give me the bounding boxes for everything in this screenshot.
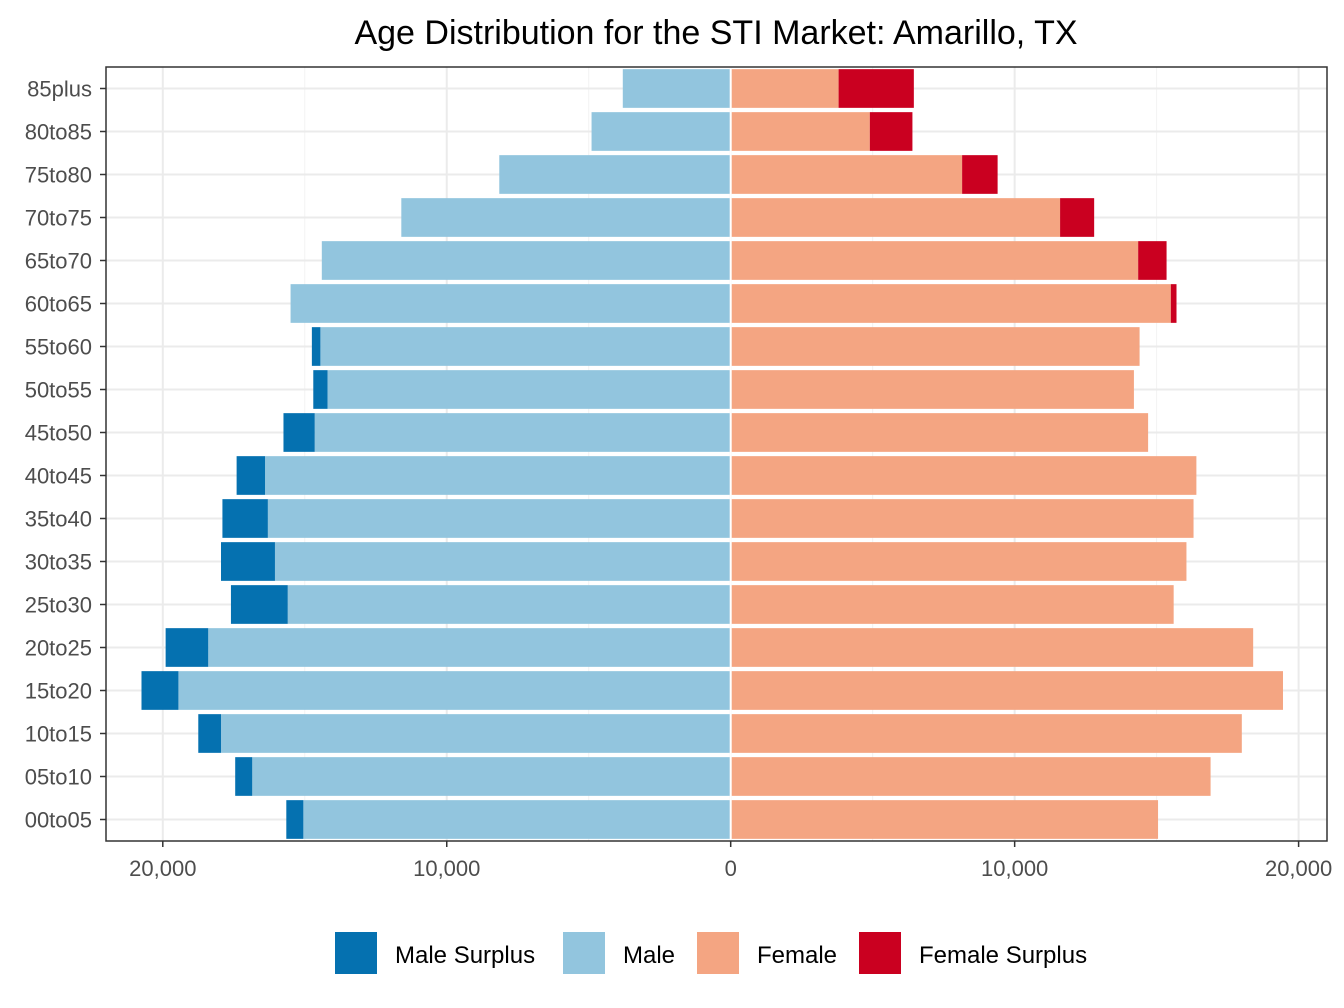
bar-female-15to20 [730,671,1283,710]
bar-male-60to65 [290,284,731,323]
bar-male-25to30 [287,585,731,624]
bar-female-surplus-65to70 [1138,241,1167,280]
bar-male-65to70 [321,241,731,280]
bar-male-45to50 [314,413,731,452]
y-tick-label: 20to25 [25,636,92,661]
y-tick-label: 10to15 [25,722,92,747]
plot-panel-border [105,66,1328,842]
bar-male-20to25 [208,628,731,667]
bar-female-85plus [730,69,839,108]
bar-female-surplus-60to65 [1170,284,1177,323]
bar-male-05to10 [252,757,731,796]
y-tick-label: 35to40 [25,507,92,532]
bar-male-75to80 [499,155,731,194]
bar-male-surplus-15to20 [141,671,179,710]
bar-male-10to15 [221,714,731,753]
bar-male-70to75 [401,198,731,237]
bar-female-45to50 [730,413,1149,452]
bar-female-surplus-85plus [838,69,914,108]
bar-female-60to65 [730,284,1171,323]
bar-female-00to05 [730,800,1159,839]
bar-female-05to10 [730,757,1211,796]
y-tick-label: 75to80 [25,163,92,188]
x-tick-label: 0 [725,856,737,881]
bar-female-55to60 [730,327,1140,366]
y-tick-label: 40to45 [25,464,92,489]
bar-female-50to55 [730,370,1134,409]
x-tick-label: 10,000 [981,856,1048,881]
bar-female-80to85 [730,112,870,151]
y-tick-label: 80to85 [25,120,92,145]
bar-male-surplus-20to25 [165,628,209,667]
bar-male-surplus-05to10 [235,757,253,796]
y-tick-label: 60to65 [25,292,92,317]
y-tick-label: 00to05 [25,808,92,833]
x-tick-label: 20,000 [1265,856,1332,881]
bar-male-surplus-30to35 [221,542,275,581]
y-tick-label: 15to20 [25,679,92,704]
bar-female-40to45 [730,456,1197,495]
bar-male-surplus-55to60 [311,327,321,366]
bar-male-surplus-35to40 [222,499,268,538]
y-tick-label: 45to50 [25,421,92,446]
y-axis: 00to05 05to10 10to15 15to20 20to25 25to30 30to… [25,77,106,833]
legend-key [859,932,901,974]
y-tick-label: 55to60 [25,335,92,360]
bar-male-40to45 [265,456,731,495]
bar-male-50to55 [327,370,731,409]
y-tick-label: 70to75 [25,206,92,231]
legend-label: Male [623,942,675,969]
legend-key [335,932,377,974]
bar-female-65to70 [730,241,1139,280]
bar-female-75to80 [730,155,963,194]
bar-female-70to75 [730,198,1061,237]
bar-female-35to40 [730,499,1194,538]
bar-male-surplus-00to05 [286,800,304,839]
bar-male-surplus-10to15 [198,714,222,753]
legend-label: Female Surplus [919,942,1087,969]
bar-female-25to30 [730,585,1174,624]
y-tick-label: 05to10 [25,765,92,790]
y-tick-label: 25to30 [25,593,92,618]
legend-label: Male Surplus [395,942,535,969]
bar-male-surplus-25to30 [230,585,288,624]
bar-male-80to85 [591,112,731,151]
bars [141,67,1283,841]
y-tick-label: 30to35 [25,550,92,575]
bar-male-85plus [622,69,731,108]
bar-male-55to60 [320,327,731,366]
legend-label: Female [757,942,837,969]
x-tick-label: 20,000 [129,856,196,881]
chart-title: Age Distribution for the STI Market: Ama… [354,14,1077,52]
bar-male-15to20 [178,671,731,710]
bar-male-surplus-50to55 [313,370,328,409]
x-axis: 20,000 10,000 0 10,000 20,000 [129,841,1332,881]
bar-male-surplus-40to45 [236,456,266,495]
bar-female-20to25 [730,628,1254,667]
y-tick-label: 50to55 [25,378,92,403]
bar-female-surplus-75to80 [962,155,998,194]
y-tick-label: 65to70 [25,249,92,274]
bar-male-surplus-45to50 [283,413,315,452]
bar-female-30to35 [730,542,1187,581]
bar-male-35to40 [267,499,731,538]
legend-key [697,932,739,974]
y-tick-label: 85plus [27,77,92,102]
x-tick-label: 10,000 [413,856,480,881]
bar-female-surplus-70to75 [1060,198,1095,237]
legend: Male Surplus Male Female Female Surplus [335,932,1087,974]
bar-male-30to35 [274,542,731,581]
bar-female-10to15 [730,714,1242,753]
legend-key [563,932,605,974]
bar-female-surplus-80to85 [869,112,913,151]
bar-male-00to05 [303,800,731,839]
